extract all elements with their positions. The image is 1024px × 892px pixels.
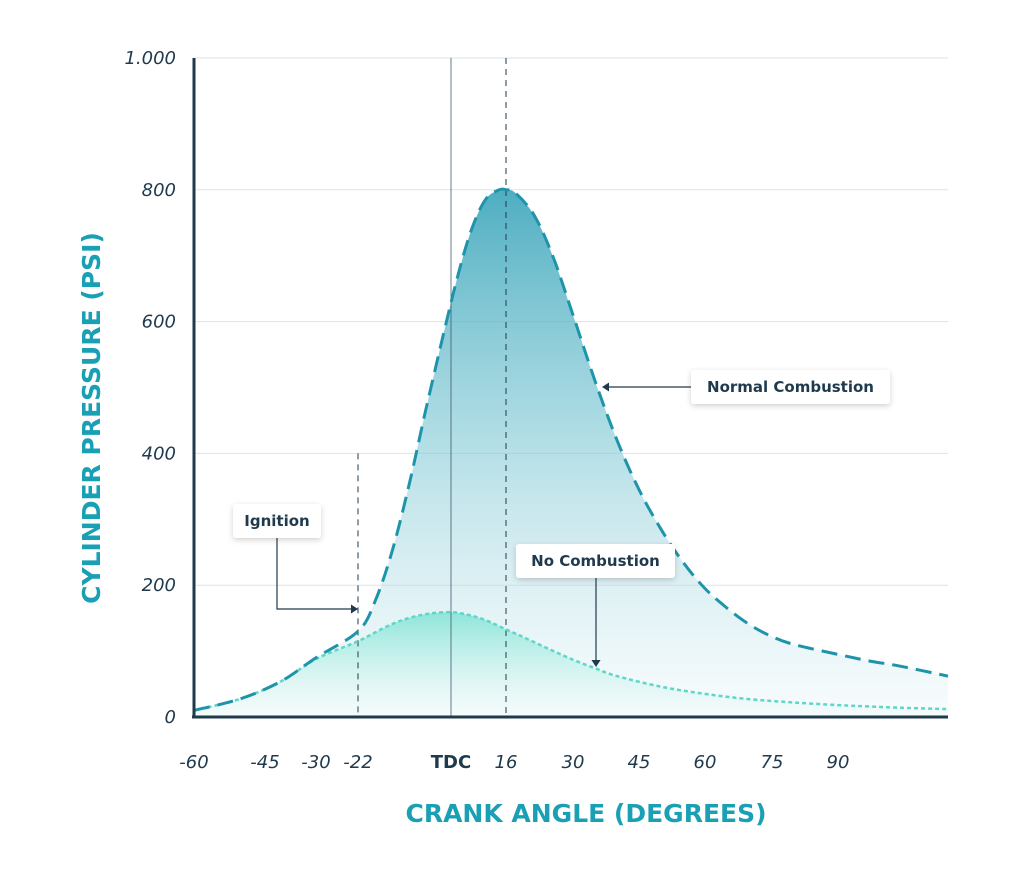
callout: Ignition [233, 504, 321, 538]
y-tick-label: 1.000 [124, 48, 176, 69]
arrow-head [351, 604, 358, 614]
no-combustion-fill [194, 612, 948, 717]
arrow-head [591, 660, 601, 667]
normal-combustion-fill [194, 188, 948, 718]
y-axis-title: CYLINDER PRESSURE (PSI) [77, 232, 106, 604]
x-tick-label: 60 [694, 752, 717, 773]
y-tick-label: 600 [142, 312, 176, 333]
y-tick-label: 0 [165, 707, 176, 728]
reference-lines [357, 58, 507, 717]
callout: Normal Combustion [691, 370, 890, 404]
y-tick-labels: 0 200 400 600 800 1.000 [124, 48, 176, 728]
x-axis-title: CRANK ANGLE (DEGREES) [405, 799, 766, 828]
area-fills [194, 188, 948, 718]
x-tick-label: 90 [827, 752, 850, 773]
x-tick-label: -30 [301, 752, 330, 773]
axes [192, 58, 948, 719]
x-tick-label: 30 [562, 752, 585, 773]
annotations: Ignition Normal Combustion No Combustion [233, 370, 890, 667]
x-tick-labels: -60 -45 -30 -22 TDC 16 30 45 60 75 90 [179, 752, 849, 773]
x-tick-label: -60 [179, 752, 208, 773]
callout-label: Normal Combustion [707, 378, 874, 396]
x-tick-label: 16 [495, 752, 518, 773]
x-tick-label: TDC [431, 752, 471, 773]
y-tick-label: 800 [142, 180, 176, 201]
normal-combustion-line [193, 187, 949, 712]
x-tick-label: -45 [250, 752, 279, 773]
x-tick-label: 75 [761, 752, 784, 773]
ignition-arrow [276, 538, 352, 610]
callout-box [516, 544, 675, 578]
callout-label: Ignition [244, 512, 309, 530]
arrow-head [602, 382, 609, 392]
callout-box [691, 370, 890, 404]
x-tick-label: -22 [343, 752, 372, 773]
x-tick-label: 45 [628, 752, 651, 773]
callout: No Combustion [516, 544, 675, 578]
callout-label: No Combustion [531, 552, 660, 570]
callout-box [233, 504, 321, 538]
series-lines [193, 187, 949, 712]
y-tick-label: 400 [142, 443, 176, 464]
y-tick-label: 200 [142, 575, 176, 596]
